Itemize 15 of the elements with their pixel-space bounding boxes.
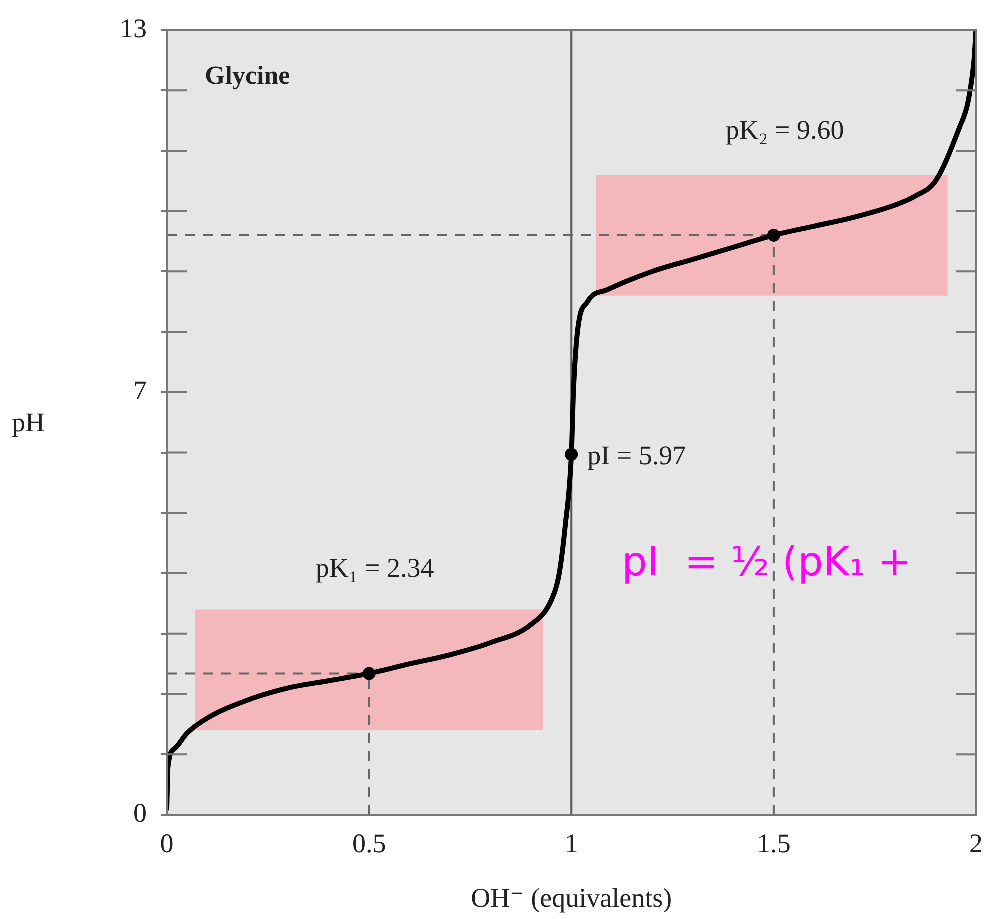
x-tick-label: 1: [564, 828, 578, 858]
y-tick-label: 0: [134, 798, 147, 828]
annotation: pI = 5.97: [588, 440, 686, 471]
text: Glycine: [205, 60, 290, 90]
x-tick-label: 2: [970, 828, 983, 858]
x-tick-label: 0: [160, 828, 174, 858]
y-tick-label: 13: [120, 13, 147, 44]
annotation: pK₂ = 9.60: [726, 115, 844, 146]
annotation: pK₁ = 2.34: [316, 553, 435, 584]
x-tick-label: 1.5: [757, 828, 791, 858]
x-axis-title: OH⁻ (equivalents): [471, 883, 672, 914]
x-tick-label: 0.5: [352, 828, 386, 858]
annotation: pI = ½ (pK₁ +: [622, 539, 912, 586]
y-tick-label: 7: [134, 376, 147, 406]
y-axis-title: pH: [12, 408, 45, 438]
